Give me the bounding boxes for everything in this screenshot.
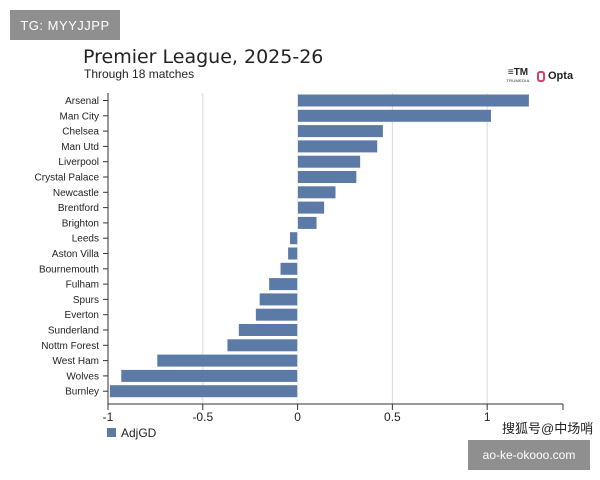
category-label: Crystal Palace xyxy=(35,173,100,184)
chart-title: Premier League, 2025-26 xyxy=(83,46,324,68)
category-label: Chelsea xyxy=(62,127,99,138)
category-label: West Ham xyxy=(53,356,100,367)
bar-man-utd xyxy=(297,140,378,153)
opta-logo-icon xyxy=(537,70,545,82)
category-label: Burnley xyxy=(65,387,99,398)
x-tick-label: 1 xyxy=(484,410,491,424)
trumedia-logo: ≡TM TRUMEDIA xyxy=(506,67,530,84)
chart-subtitle: Through 18 matches xyxy=(84,67,195,81)
x-tick-label: 0.5 xyxy=(384,410,401,424)
bar-brighton xyxy=(297,216,317,229)
bar-man-city xyxy=(297,109,491,122)
legend-label: AdjGD xyxy=(121,426,157,440)
category-label: Wolves xyxy=(66,371,99,382)
bar-crystal-palace xyxy=(297,171,357,183)
opta-logo: Opta xyxy=(537,70,573,82)
bar-newcastle xyxy=(297,186,336,199)
category-label: Newcastle xyxy=(53,188,100,199)
bar-chelsea xyxy=(297,125,383,138)
category-label: Brighton xyxy=(62,218,99,229)
category-label: Fulham xyxy=(66,280,99,291)
watermark-sohu: 搜狐号@中场哨 xyxy=(502,421,594,436)
category-label: Man Utd xyxy=(61,142,99,153)
bar-everton xyxy=(255,308,298,321)
x-tick-label: -1 xyxy=(103,410,114,424)
category-label: Liverpool xyxy=(58,157,99,168)
category-label: Spurs xyxy=(73,295,99,306)
bar-fulham xyxy=(269,278,298,291)
category-label: Bournemouth xyxy=(39,264,99,275)
bar-burnley xyxy=(109,385,298,398)
bar-brentford xyxy=(297,201,325,214)
legend-swatch xyxy=(107,428,116,437)
opta-logo-text: Opta xyxy=(548,70,574,82)
watermark-bottom-right: ao-ke-okooo.com xyxy=(468,440,590,470)
category-label: Everton xyxy=(65,310,99,321)
category-label: Sunderland xyxy=(48,326,99,337)
category-label: Man City xyxy=(60,111,99,122)
x-tick-label: 0 xyxy=(294,410,301,424)
bar-leeds xyxy=(290,232,298,245)
x-tick-label: -0.5 xyxy=(192,410,213,424)
bar-spurs xyxy=(259,293,298,306)
bar-bournemouth xyxy=(280,262,298,275)
category-label: Leeds xyxy=(72,234,99,245)
category-label: Brentford xyxy=(58,203,99,214)
category-label: Nottm Forest xyxy=(41,341,99,352)
trumedia-logo-text: TRUMEDIA xyxy=(506,78,530,83)
trumedia-logo-icon: ≡TM xyxy=(507,67,529,78)
category-label: Arsenal xyxy=(65,96,99,107)
category-label: Aston Villa xyxy=(52,249,100,260)
bar-aston-villa xyxy=(288,247,298,260)
bar-nottm-forest xyxy=(227,339,298,352)
bar-sunderland xyxy=(238,324,298,336)
bar-liverpool xyxy=(297,155,361,168)
bar-arsenal xyxy=(297,94,529,107)
bar-west-ham xyxy=(157,354,298,367)
bar-wolves xyxy=(121,369,298,382)
watermark-top-left: TG: MYYJJPP xyxy=(10,10,120,40)
